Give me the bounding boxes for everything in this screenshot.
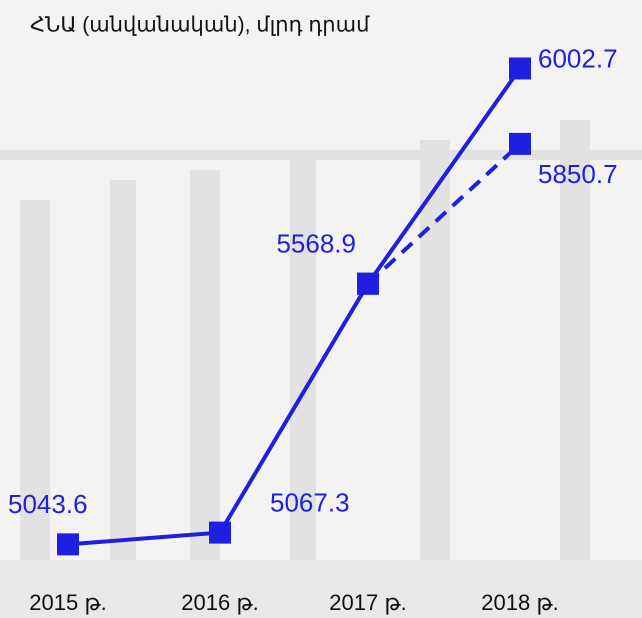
x-tick-label: 2015 թ. xyxy=(29,590,106,615)
marker xyxy=(509,132,531,155)
marker xyxy=(57,533,79,556)
background-image xyxy=(0,120,642,618)
data-label: 5067.3 xyxy=(270,487,350,517)
data-label: 5568.9 xyxy=(276,229,356,259)
marker xyxy=(357,272,379,295)
marker xyxy=(209,521,231,544)
data-label: 6002.7 xyxy=(538,43,618,73)
data-label: 5043.6 xyxy=(8,489,88,519)
data-label: 5850.7 xyxy=(538,159,618,189)
line xyxy=(67,67,522,547)
chart-title: ՀՆԱ (անվանական), մլրդ դրամ xyxy=(30,14,370,37)
x-tick-label: 2018 թ. xyxy=(481,590,558,615)
x-tick-label: 2017 թ. xyxy=(329,590,406,615)
marker xyxy=(509,57,531,80)
line xyxy=(366,142,522,286)
x-tick-label: 2016 թ. xyxy=(181,590,258,615)
